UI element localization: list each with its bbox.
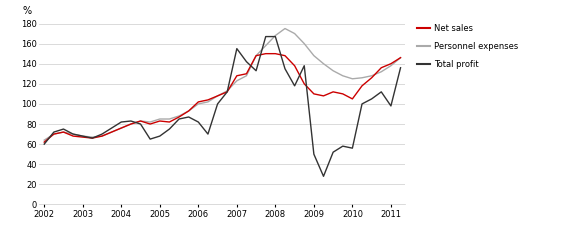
Legend: Net sales, Personnel expenses, Total profit: Net sales, Personnel expenses, Total pro… [417, 24, 519, 69]
Text: %: % [23, 6, 32, 16]
